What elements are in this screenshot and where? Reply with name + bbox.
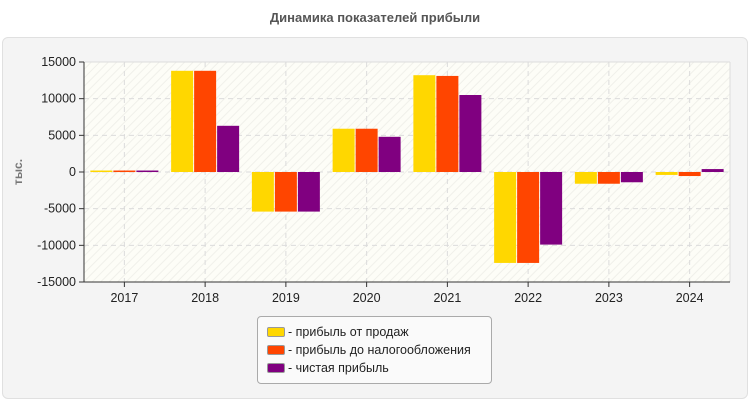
legend-swatch <box>267 363 285 373</box>
bar-2020-s0 <box>332 128 355 172</box>
x-tick-label: 2023 <box>595 291 623 305</box>
bar-2020-s2 <box>378 136 401 172</box>
y-tick-label: -15000 <box>37 275 76 289</box>
bar-2024-s1 <box>678 172 701 177</box>
legend-item-pretax-profit: - прибыль до налогообложения <box>267 343 471 357</box>
bar-2019-s2 <box>297 172 320 212</box>
bar-2018-s0 <box>171 70 194 172</box>
y-tick-label: 0 <box>69 165 76 179</box>
axes: 15000 10000 5000 0 -5000 -10000 -15000 2017 2018… <box>37 55 730 305</box>
bar-2021-s1 <box>436 75 459 172</box>
bar-2022-s2 <box>540 172 563 245</box>
x-tick-label: 2024 <box>676 291 704 305</box>
bar-2019-s1 <box>274 172 297 212</box>
bar-2021-s2 <box>459 95 482 172</box>
x-tick-label: 2022 <box>514 291 542 305</box>
bar-2017-s2 <box>136 170 159 173</box>
bar-2021-s0 <box>413 75 436 172</box>
x-tick-label: 2020 <box>353 291 381 305</box>
legend-label: - прибыль до налогообложения <box>288 343 471 357</box>
y-tick-label: 15000 <box>41 55 76 69</box>
chart-title: Динамика показателей прибыли <box>269 10 481 25</box>
x-tick-label: 2019 <box>272 291 300 305</box>
x-tick-label: 2018 <box>191 291 219 305</box>
bars <box>90 70 724 263</box>
y-tick-label: -10000 <box>37 238 76 252</box>
y-tick-label: 10000 <box>41 92 76 106</box>
y-tick-label: 5000 <box>48 128 76 142</box>
bar-2017-s1 <box>113 170 136 173</box>
legend-label: - прибыль от продаж <box>288 325 409 339</box>
bar-2023-s0 <box>574 172 597 184</box>
x-tick-label: 2017 <box>110 291 138 305</box>
legend-label: - чистая прибыль <box>288 361 389 375</box>
legend-item-sales-profit: - прибыль от продаж <box>267 325 409 339</box>
bar-2024-s0 <box>655 172 678 175</box>
legend-swatch <box>267 327 285 337</box>
x-tick-label: 2021 <box>433 291 461 305</box>
bar-2018-s2 <box>217 125 240 172</box>
legend-item-net-profit: - чистая прибыль <box>267 361 389 375</box>
y-axis-label: тыс. <box>11 159 25 185</box>
bar-2022-s1 <box>517 172 540 263</box>
bar-2019-s0 <box>251 172 274 212</box>
legend-swatch <box>267 345 285 355</box>
bar-2024-s2 <box>701 169 724 172</box>
bar-2018-s1 <box>194 70 217 172</box>
bar-2020-s1 <box>355 128 378 172</box>
bar-2023-s2 <box>620 172 643 183</box>
bar-2023-s1 <box>597 172 620 184</box>
legend: - прибыль от продаж - прибыль до налогоо… <box>257 316 492 384</box>
y-tick-label: -5000 <box>44 202 76 216</box>
bar-2022-s0 <box>494 172 517 263</box>
bar-2017-s0 <box>90 170 113 173</box>
